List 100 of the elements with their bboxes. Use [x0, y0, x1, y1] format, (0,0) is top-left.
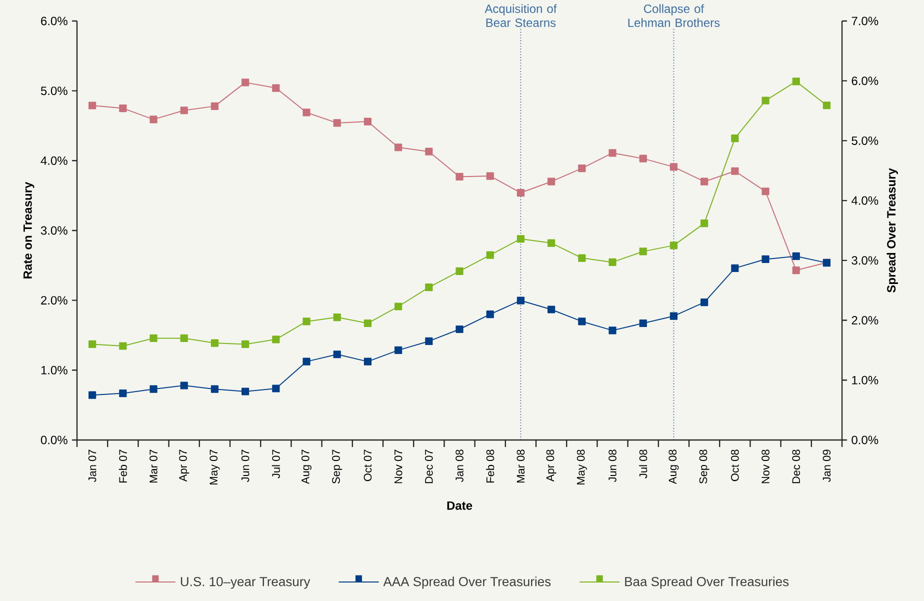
- y2-axis-title: Spread Over Treasury: [886, 168, 898, 293]
- y-tick-label: 4.0%: [40, 156, 68, 165]
- x-tick-label: Mar 08: [516, 450, 525, 483]
- x-tick-label: Apr 08: [546, 450, 556, 482]
- x-tick-label: May 07: [210, 450, 220, 484]
- point: [456, 172, 464, 181]
- x-tick-label: Sep 08: [699, 450, 710, 484]
- x-tick-label: Nov 08: [762, 450, 770, 484]
- point: [700, 178, 708, 186]
- point: [302, 358, 310, 366]
- y-tick-label: 5.0%: [40, 86, 68, 96]
- x-tick-label: Jun 08: [608, 450, 616, 482]
- x-tick-label: May 08: [576, 450, 587, 484]
- y2-tick-label: 3.0%: [852, 256, 878, 265]
- point: [578, 318, 586, 326]
- point: [456, 267, 464, 275]
- x-tick-label: Aug 08: [668, 450, 679, 484]
- point: [486, 310, 494, 318]
- x-tick-label: Sep 07: [332, 450, 342, 484]
- point: [425, 148, 433, 156]
- point: [548, 178, 556, 186]
- point: [548, 239, 556, 247]
- point: [639, 154, 647, 162]
- point: [150, 116, 158, 124]
- point: [639, 319, 647, 328]
- point: [364, 319, 372, 328]
- y-tick-label: 0.0%: [40, 436, 68, 444]
- y2-tick-label: 6.0%: [852, 76, 878, 86]
- x-tick-label: Jul 07: [272, 450, 280, 478]
- point: [578, 164, 586, 172]
- ref-line-label: Collapse of Lehman Brothers: [628, 4, 720, 28]
- point: [210, 339, 219, 347]
- point: [272, 336, 280, 344]
- point: [578, 254, 586, 262]
- point: [242, 388, 250, 396]
- point: [792, 266, 800, 274]
- point: [302, 108, 310, 116]
- y2-tick-label: 1.0%: [852, 376, 878, 384]
- y2-tick-label: 2.0%: [852, 316, 878, 325]
- point: [762, 255, 770, 264]
- legend-label: Baa Spread Over Treasuries: [625, 576, 789, 589]
- point: [608, 149, 616, 157]
- point: [670, 242, 678, 250]
- y-tick-label: 2.0%: [41, 296, 68, 305]
- point: [731, 134, 739, 142]
- point: [486, 251, 494, 259]
- point: [302, 318, 310, 326]
- y2-tick-label: 4.0%: [851, 196, 878, 205]
- point: [88, 102, 96, 110]
- x-tick-label: Dec 08: [792, 450, 800, 484]
- x-tick-label: Jan 09: [822, 450, 831, 482]
- x-tick-label: Feb 08: [486, 450, 494, 483]
- point: [425, 337, 433, 346]
- x-tick-label: Jul 08: [639, 450, 648, 478]
- ref-line-label: Acquisition of Bear Stearns: [484, 4, 557, 28]
- x-tick-label: Jan 08: [456, 450, 464, 482]
- point: [425, 284, 433, 292]
- point: [792, 78, 800, 86]
- x-tick-label: Mar 07: [150, 450, 158, 483]
- point: [119, 389, 127, 398]
- x-tick-label: Oct 07: [364, 450, 372, 482]
- point: [242, 340, 250, 348]
- point: [516, 235, 525, 243]
- x-tick-label: Nov 07: [394, 450, 402, 484]
- point: [180, 334, 188, 342]
- point: [394, 302, 402, 310]
- point: [792, 252, 800, 260]
- point: [394, 144, 402, 152]
- point: [731, 264, 739, 272]
- point: [364, 358, 372, 366]
- point: [150, 334, 158, 342]
- y2-tick-label: 0.0%: [852, 436, 878, 444]
- point: [516, 188, 525, 197]
- x-tick-label: Jan 07: [88, 450, 96, 482]
- point: [364, 118, 372, 126]
- point: [333, 350, 341, 358]
- x-axis-title: Date: [447, 501, 472, 510]
- y-tick-label: 1.0%: [41, 366, 68, 374]
- point: [700, 298, 708, 306]
- point: [180, 106, 188, 114]
- point: [608, 326, 616, 334]
- point: [272, 84, 280, 92]
- point: [88, 391, 96, 399]
- point: [210, 102, 219, 110]
- legend-label: U.S. 10–year Treasury: [180, 577, 310, 589]
- point: [180, 382, 188, 390]
- point: [548, 306, 556, 314]
- point: [700, 220, 708, 228]
- y-tick-label: 3.0%: [40, 226, 68, 235]
- x-tick-label: Feb 07: [118, 450, 127, 483]
- y-axis-title: Rate on Treasury: [24, 182, 34, 278]
- point: [394, 346, 402, 354]
- point: [486, 172, 494, 180]
- point: [822, 102, 831, 110]
- point: [731, 167, 739, 175]
- point: [242, 78, 250, 86]
- x-tick-label: Dec 07: [425, 450, 433, 484]
- point: [639, 248, 647, 256]
- x-tick-label: Jun 07: [241, 450, 250, 482]
- point: [670, 312, 678, 320]
